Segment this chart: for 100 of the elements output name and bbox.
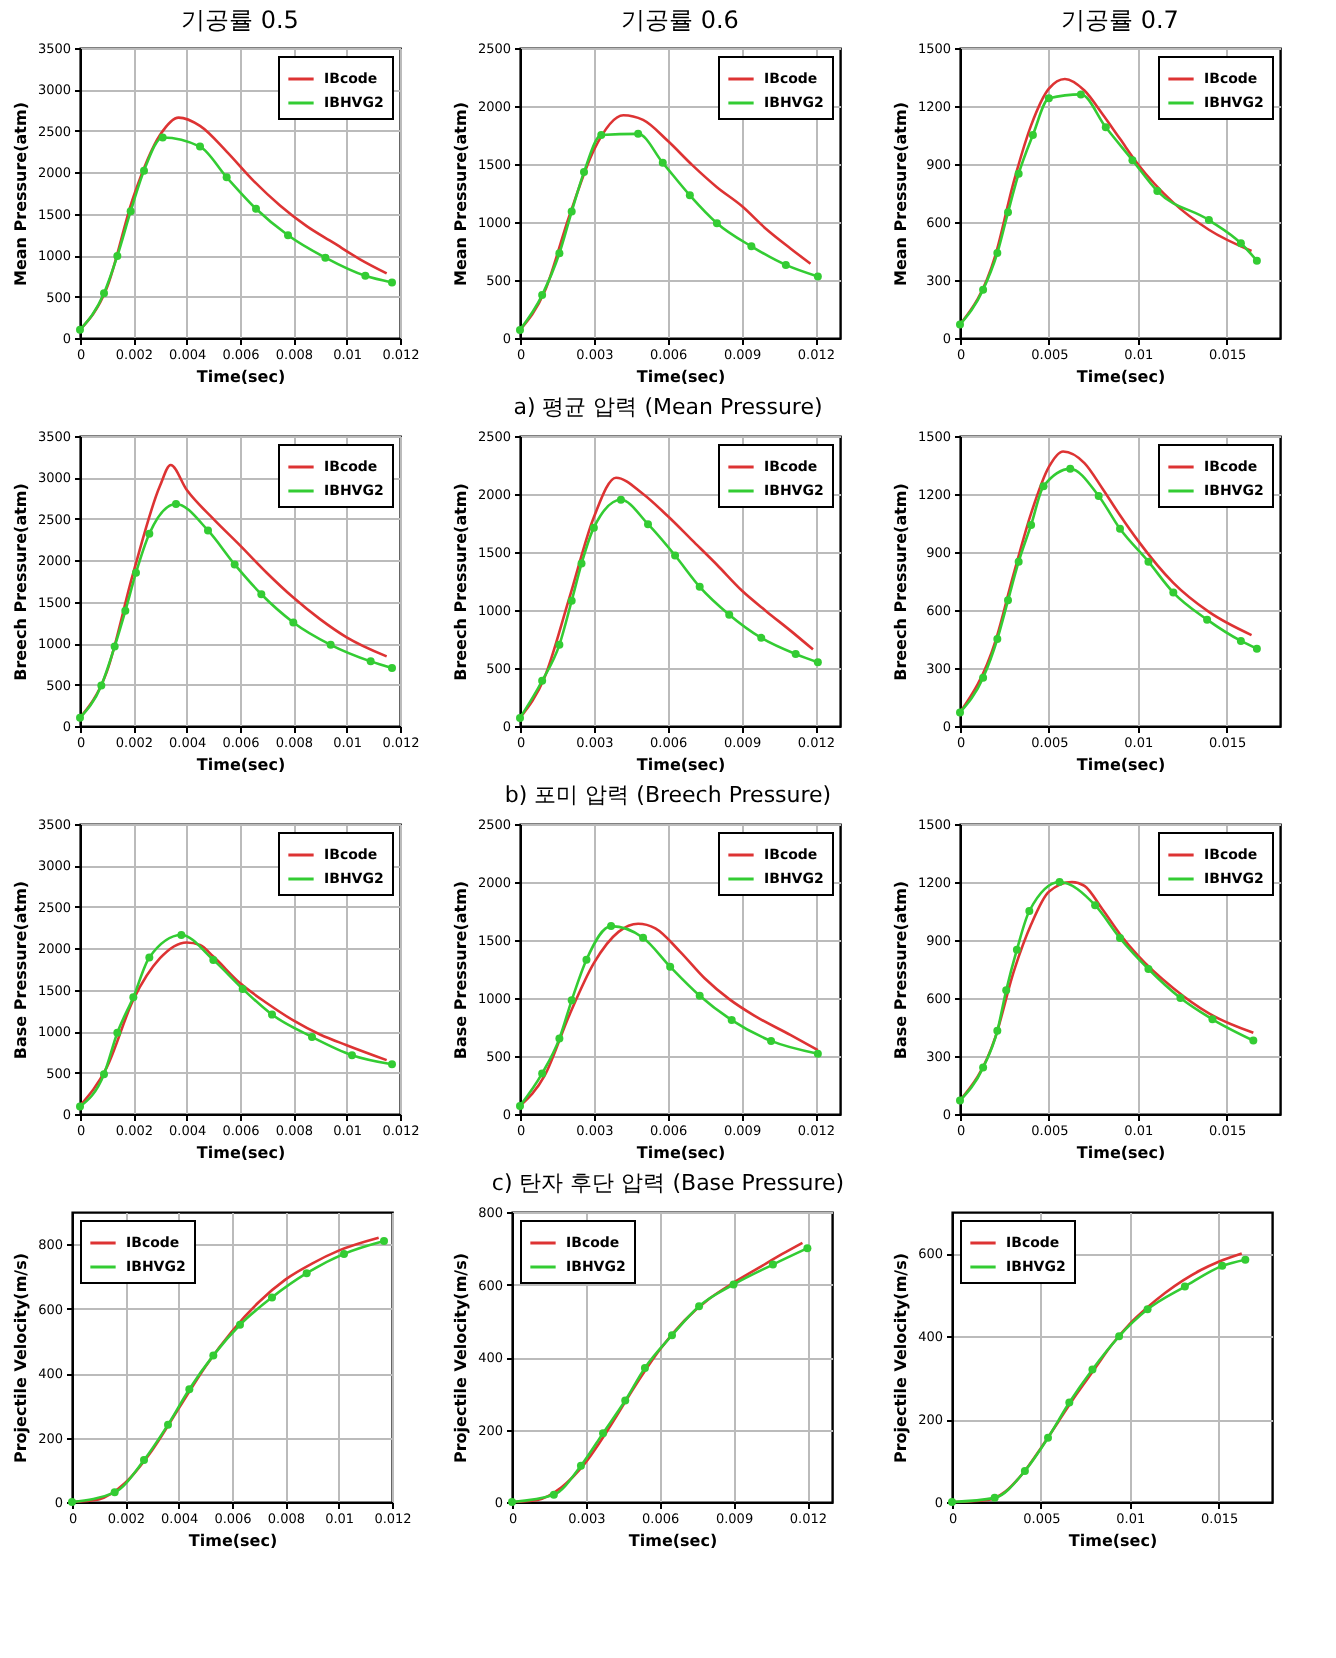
point	[580, 168, 588, 177]
point	[813, 1049, 822, 1058]
y-axis-title: Mean Pressure(atm)	[11, 102, 30, 286]
point	[388, 1060, 396, 1069]
point	[380, 1237, 388, 1245]
point	[1204, 216, 1213, 225]
point	[567, 207, 576, 216]
y-axis-title: Mean Pressure(atm)	[891, 102, 910, 286]
point	[196, 142, 204, 151]
point	[727, 1016, 736, 1025]
point	[1014, 169, 1023, 178]
point	[209, 955, 218, 964]
point	[1039, 482, 1048, 491]
point	[252, 204, 260, 213]
point	[640, 1363, 649, 1372]
point	[589, 523, 598, 532]
point	[979, 673, 988, 682]
x-axis-title: Time(sec)	[636, 756, 726, 774]
point	[1218, 1261, 1227, 1270]
point	[238, 984, 247, 993]
x-axis-title: Time(sec)	[1076, 368, 1166, 386]
point	[516, 1101, 524, 1110]
point	[177, 931, 186, 940]
point	[712, 219, 721, 228]
point	[993, 248, 1002, 257]
point	[695, 991, 704, 1000]
point	[956, 708, 964, 717]
text: b) 포미 압력 (Breech Pressure)	[502, 780, 834, 810]
point	[1044, 1433, 1052, 1442]
point	[597, 131, 606, 139]
y-axis-title: Projectile Velocity(m/s)	[452, 1252, 471, 1464]
point	[582, 955, 591, 964]
point	[222, 173, 231, 182]
point	[230, 560, 239, 569]
x-axis-title: Time(sec)	[196, 756, 286, 774]
point	[599, 1429, 608, 1438]
point	[110, 642, 119, 651]
y-axis-title: Breech Pressure(atm)	[891, 483, 910, 681]
x-axis-title: Time(sec)	[636, 1144, 726, 1162]
point	[204, 526, 212, 535]
point	[668, 1331, 676, 1340]
y-axis-title: Breech Pressure(atm)	[451, 483, 470, 681]
point	[725, 610, 734, 619]
point	[695, 1302, 704, 1311]
point	[1143, 1305, 1152, 1314]
point	[113, 251, 122, 260]
y-axis-title: Mean Pressure(atm)	[451, 102, 470, 286]
point	[1180, 1282, 1189, 1291]
point	[321, 253, 330, 262]
point	[1176, 994, 1185, 1002]
point	[555, 1034, 564, 1043]
point	[1004, 208, 1012, 217]
point	[140, 1456, 148, 1465]
point	[979, 1063, 988, 1072]
point	[1020, 1466, 1029, 1475]
point	[516, 713, 524, 722]
point	[158, 133, 167, 142]
point	[990, 1493, 999, 1502]
text: c) 탄자 후단 압력 (Base Pressure)	[489, 1168, 847, 1198]
y-axis-title: Base Pressure(atm)	[891, 880, 910, 1060]
point	[1101, 123, 1110, 132]
point	[76, 713, 84, 722]
point	[1236, 239, 1245, 248]
point	[100, 1070, 108, 1079]
x-axis-title: Time(sec)	[628, 1532, 718, 1550]
point	[621, 1396, 630, 1405]
point	[979, 285, 988, 294]
point	[538, 1069, 547, 1078]
point	[549, 1490, 558, 1499]
point	[813, 272, 822, 281]
x-axis-title: Time(sec)	[1076, 1144, 1166, 1162]
point	[340, 1249, 348, 1258]
point	[671, 551, 680, 560]
point	[236, 1320, 244, 1329]
point	[113, 1028, 122, 1037]
point	[644, 520, 652, 529]
point	[803, 1244, 812, 1253]
point	[729, 1280, 738, 1289]
point	[1014, 557, 1023, 566]
point	[956, 1096, 964, 1105]
point	[1065, 1398, 1074, 1407]
point	[747, 242, 756, 251]
x-axis-title: Time(sec)	[196, 368, 286, 386]
point	[993, 635, 1002, 643]
point	[1116, 524, 1124, 533]
point	[129, 993, 138, 1002]
point	[1076, 90, 1085, 99]
point	[1027, 520, 1036, 529]
point	[577, 559, 586, 568]
point	[164, 1420, 172, 1429]
y-axis-title: Base Pressure(atm)	[451, 880, 470, 1060]
point	[140, 166, 148, 175]
x-axis-title: Time(sec)	[1068, 1532, 1158, 1550]
x-axis-title: Time(sec)	[636, 368, 726, 386]
point	[361, 271, 370, 280]
y-axis-title: Breech Pressure(atm)	[11, 483, 30, 681]
point	[956, 320, 964, 329]
point	[567, 596, 576, 605]
point	[1025, 907, 1034, 915]
point	[1249, 1036, 1258, 1045]
